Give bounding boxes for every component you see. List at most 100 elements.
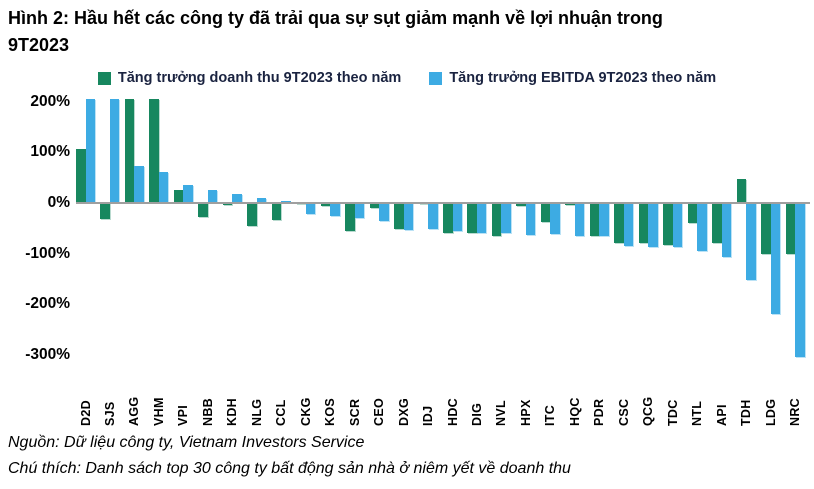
y-axis: 200% 100% 0% -100% -200% -300% xyxy=(0,93,70,369)
y-tick-0: 0% xyxy=(47,193,70,211)
x-label-AGG: AGG xyxy=(127,396,142,426)
bar-revenue-NRC xyxy=(785,202,796,254)
bar-revenue-KDH xyxy=(222,202,233,206)
x-label-IDJ: IDJ xyxy=(421,405,436,426)
bar-revenue-API xyxy=(712,202,722,243)
bar-ebitda-HPX xyxy=(525,202,536,236)
bar-ebitda-SCR xyxy=(354,202,365,218)
bar-revenue-HPX xyxy=(516,202,526,207)
x-axis: D2D SJS AGG VHM VPI NBB KDH NLG CCL CKG KOS SCR CEO D… xyxy=(76,362,810,428)
bar-ebitda-SJS xyxy=(109,99,120,203)
x-label-CSC: CSC xyxy=(616,398,631,426)
y-tick-200: 200% xyxy=(30,92,70,110)
bar-ebitda-NLG xyxy=(256,198,267,203)
legend-swatch-revenue-icon xyxy=(97,71,111,85)
bar-ebitda-CKG xyxy=(305,202,316,214)
bar-revenue-TDC xyxy=(663,202,673,246)
bar-revenue-LDG xyxy=(761,202,771,254)
legend-item-revenue: Tăng trưởng doanh thu 9T2023 theo năm xyxy=(97,70,402,86)
bar-revenue-NTL xyxy=(687,202,698,223)
bar-revenue-HQC xyxy=(565,202,575,206)
x-label-HDC: HDC xyxy=(445,398,460,426)
footer-note: Chú thích: Danh sách top 30 công ty bất … xyxy=(8,460,571,477)
bar-ebitda-ITC xyxy=(550,202,560,235)
bar-revenue-SCR xyxy=(345,202,355,231)
bar-revenue-CCL xyxy=(271,202,282,220)
x-label-NRC: NRC xyxy=(788,398,803,426)
bar-ebitda-KOS xyxy=(330,202,340,217)
bar-ebitda-VPI xyxy=(183,184,193,203)
x-label-LDG: LDG xyxy=(763,398,778,426)
bar-revenue-SJS xyxy=(100,202,110,219)
legend: Tăng trưởng doanh thu 9T2023 theo năm Tă… xyxy=(0,70,814,86)
y-tick--100: -100% xyxy=(25,244,70,262)
y-tick-100: 100% xyxy=(30,143,70,161)
bar-ebitda-DXG xyxy=(403,202,414,230)
bar-ebitda-KDH xyxy=(232,193,242,203)
bar-ebitda-CCL xyxy=(281,200,291,203)
x-axis-line xyxy=(76,201,810,204)
bar-revenue-VPI xyxy=(173,189,184,203)
x-label-QCG: QCG xyxy=(641,396,656,426)
bar-revenue-HDC xyxy=(443,202,453,234)
bar-ebitda-D2D xyxy=(85,99,95,203)
x-label-D2D: D2D xyxy=(78,400,93,426)
bar-ebitda-LDG xyxy=(770,202,781,315)
legend-swatch-ebitda-icon xyxy=(429,71,443,85)
bar-revenue-NBB xyxy=(198,202,208,218)
x-label-HPX: HPX xyxy=(518,399,533,426)
bar-ebitda-HDC xyxy=(452,202,462,231)
bar-ebitda-HQC xyxy=(574,202,585,236)
bar-ebitda-QCG xyxy=(648,202,658,247)
bar-revenue-QCG xyxy=(638,202,649,243)
bar-ebitda-VHM xyxy=(158,171,169,203)
x-label-TDH: TDH xyxy=(739,399,754,426)
bar-revenue-TDH xyxy=(736,178,747,203)
x-label-CCL: CCL xyxy=(274,399,289,426)
x-label-NLG: NLG xyxy=(249,398,264,426)
bar-ebitda-PDR xyxy=(599,202,609,237)
bar-revenue-CSC xyxy=(614,202,624,244)
x-label-DIG: DIG xyxy=(469,402,484,426)
bar-revenue-PDR xyxy=(589,202,600,236)
bar-revenue-VHM xyxy=(149,99,159,203)
bar-revenue-NLG xyxy=(247,202,257,227)
bar-revenue-DXG xyxy=(394,202,404,229)
x-label-DXG: DXG xyxy=(396,398,411,426)
bar-ebitda-NBB xyxy=(207,189,218,203)
bar-revenue-CEO xyxy=(369,202,380,209)
bar-ebitda-NVL xyxy=(501,202,511,234)
bar-ebitda-TDH xyxy=(746,202,756,281)
bar-revenue-NVL xyxy=(491,202,502,237)
bar-ebitda-CSC xyxy=(623,202,634,247)
x-label-NTL: NTL xyxy=(690,400,705,426)
bar-ebitda-CEO xyxy=(379,202,389,222)
bar-revenue-KOS xyxy=(320,202,331,207)
x-label-CKG: CKG xyxy=(298,397,313,426)
plot-area xyxy=(76,99,810,360)
bar-revenue-DIG xyxy=(467,202,477,233)
x-label-SCR: SCR xyxy=(347,398,362,426)
bar-ebitda-DIG xyxy=(476,202,487,233)
x-label-VPI: VPI xyxy=(176,404,191,426)
bar-revenue-D2D xyxy=(76,148,86,203)
x-label-NBB: NBB xyxy=(200,398,215,426)
bar-ebitda-TDC xyxy=(672,202,683,248)
legend-label-revenue: Tăng trưởng doanh thu 9T2023 theo năm xyxy=(117,70,402,86)
x-label-KOS: KOS xyxy=(323,398,338,426)
x-label-TDC: TDC xyxy=(665,399,680,426)
legend-item-ebitda: Tăng trưởng EBITDA 9T2023 theo năm xyxy=(429,70,716,86)
y-tick--300: -300% xyxy=(25,345,70,363)
bar-ebitda-NTL xyxy=(697,202,707,251)
bar-ebitda-IDJ xyxy=(428,202,438,229)
x-label-CEO: CEO xyxy=(372,398,387,426)
x-label-SJS: SJS xyxy=(102,401,117,426)
x-label-ITC: ITC xyxy=(543,404,558,426)
x-label-PDR: PDR xyxy=(592,398,607,426)
x-label-VHM: VHM xyxy=(151,397,166,426)
legend-label-ebitda: Tăng trưởng EBITDA 9T2023 theo năm xyxy=(449,70,717,86)
x-label-NVL: NVL xyxy=(494,400,509,426)
y-tick--200: -200% xyxy=(25,295,70,313)
x-label-HQC: HQC xyxy=(567,397,582,426)
